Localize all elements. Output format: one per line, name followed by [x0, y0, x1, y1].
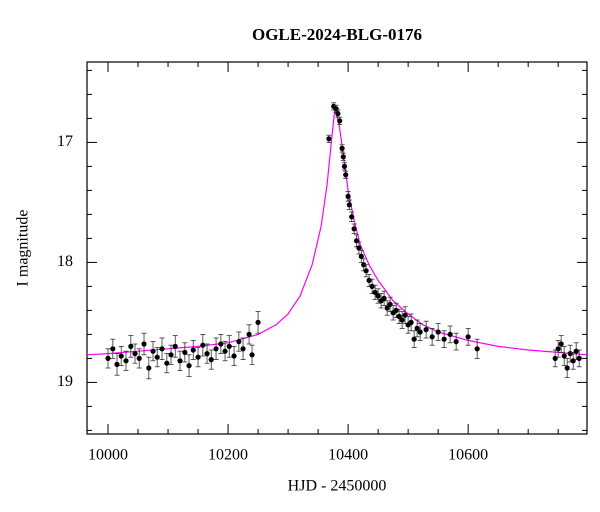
data-point [339, 145, 345, 151]
y-axis-label: I magnitude [15, 210, 32, 287]
data-point [105, 355, 111, 361]
data-point [558, 341, 564, 347]
data-point [346, 202, 352, 208]
data-point [363, 268, 369, 274]
data-point [226, 343, 232, 349]
data-point [249, 352, 255, 358]
data-point [132, 351, 138, 357]
data-point [414, 325, 420, 331]
data-point [246, 331, 252, 337]
data-point [393, 307, 399, 313]
data-point [154, 354, 160, 360]
data-point [200, 342, 206, 348]
data-point [164, 360, 170, 366]
data-point [146, 365, 152, 371]
y-tick-label: 17 [57, 133, 73, 150]
data-point [573, 348, 579, 354]
data-point [555, 346, 561, 352]
y-tick-label: 18 [57, 253, 73, 270]
data-point [343, 172, 349, 178]
data-point [465, 334, 471, 340]
data-point [375, 293, 381, 299]
data-point [474, 346, 480, 352]
data-point [349, 214, 355, 220]
data-point [366, 277, 372, 283]
data-point [417, 329, 423, 335]
data-point [399, 317, 405, 323]
data-point [335, 111, 341, 117]
data-point [110, 346, 116, 352]
data-point [168, 352, 174, 358]
data-point [353, 238, 360, 244]
data-point [402, 312, 408, 318]
x-axis-label: HJD - 2450000 [288, 478, 387, 495]
data-point [114, 361, 120, 367]
data-point [576, 355, 582, 361]
data-point [118, 353, 124, 359]
data-point [447, 331, 453, 337]
data-point [186, 363, 192, 369]
data-point [123, 358, 129, 364]
data-point [159, 346, 165, 352]
data-point [561, 353, 567, 359]
x-tick-label: 10600 [448, 447, 488, 464]
data-point [326, 136, 332, 142]
x-tick-label: 10400 [328, 447, 368, 464]
data-point [236, 339, 242, 345]
x-tick-label: 10000 [88, 447, 128, 464]
chart-title: OGLE-2024-BLG-0176 [252, 25, 422, 44]
data-point [172, 343, 178, 349]
data-point [453, 339, 459, 345]
data-point [351, 226, 357, 232]
data-point [384, 305, 390, 311]
x-tick-label: 10200 [208, 447, 248, 464]
data-point [231, 353, 237, 359]
data-point [381, 295, 387, 301]
data-point [240, 346, 246, 352]
data-point [208, 357, 214, 363]
y-tick-label: 19 [57, 373, 73, 390]
data-point [408, 319, 414, 325]
data-point [567, 351, 573, 357]
plot-frame [86, 61, 588, 435]
data-point [128, 343, 134, 349]
data-point [182, 349, 188, 355]
data-point [372, 289, 378, 295]
data-point [435, 329, 441, 335]
data-point [213, 346, 219, 352]
data-point [340, 154, 346, 160]
data-point [341, 163, 348, 169]
data-point [570, 358, 576, 364]
data-point [337, 118, 343, 124]
data-point [387, 301, 393, 307]
data-point [356, 245, 362, 251]
data-point [358, 253, 364, 259]
data-point [441, 336, 447, 342]
data-point [190, 347, 196, 353]
data-point [218, 341, 224, 347]
data-point [136, 355, 142, 361]
data-point [255, 319, 261, 325]
data-point [411, 336, 417, 342]
data-point [222, 348, 228, 354]
data-point [177, 358, 183, 364]
data-point [150, 348, 156, 354]
data-point [429, 334, 435, 340]
data-point [564, 365, 570, 371]
data-point [141, 341, 147, 347]
data-point [369, 283, 375, 289]
data-point [552, 355, 558, 361]
model-curve [86, 108, 588, 356]
data-point [423, 327, 429, 333]
data-point [345, 193, 351, 199]
data-point [195, 354, 201, 360]
data-point [204, 351, 210, 357]
data-point [396, 313, 402, 319]
